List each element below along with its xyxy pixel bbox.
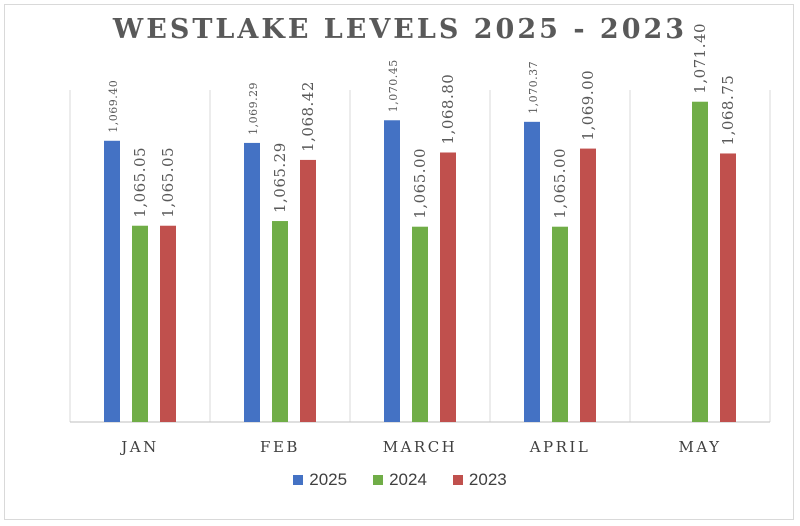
legend-item-2025: 2025 [293, 470, 347, 490]
data-label: 1,068.75 [719, 75, 737, 146]
data-label: 1,069.40 [107, 80, 120, 133]
bar-2023-may [720, 153, 736, 422]
legend-label-2025: 2025 [309, 470, 348, 489]
bar-2023-april [580, 148, 596, 422]
data-label: 1,070.45 [387, 59, 400, 112]
bar-2023-feb [300, 159, 316, 423]
bar-2024-april [552, 226, 568, 422]
data-label: 1,065.05 [131, 147, 149, 218]
legend-label-2024: 2024 [389, 470, 427, 489]
bar-2024-may [692, 101, 708, 422]
data-label: 1,068.80 [439, 74, 457, 145]
bar-2023-jan [160, 225, 176, 422]
data-label: 1,069.29 [247, 82, 260, 135]
data-label: 1,070.37 [527, 61, 540, 114]
bar-2024-feb [272, 221, 288, 422]
bar-2024-march [412, 226, 428, 422]
bar-2024-jan [132, 225, 148, 422]
data-label: 1,068.42 [299, 81, 317, 152]
legend: 2025 2024 2023 [0, 470, 800, 490]
legend-label-2023: 2023 [468, 470, 507, 489]
bar-2025-feb [244, 142, 260, 422]
data-label: 1,069.00 [579, 70, 597, 141]
data-label: 1,065.29 [271, 142, 289, 213]
bar-2025-jan [104, 140, 120, 422]
bar-2025-march [384, 120, 400, 422]
x-tick-label: FEB [260, 438, 300, 456]
x-tick-label: MARCH [383, 438, 458, 456]
x-tick-label: APRIL [529, 438, 591, 456]
legend-swatch-2025 [293, 475, 304, 485]
legend-item-2023: 2023 [452, 470, 507, 490]
data-label: 1,065.00 [411, 148, 429, 219]
legend-item-2024: 2024 [373, 470, 427, 490]
x-tick-label: MAY [679, 438, 722, 456]
chart-title: WESTLAKE LEVELS 2025 - 2023 [112, 14, 688, 45]
legend-swatch-2024 [373, 475, 384, 485]
data-label: 1,065.05 [159, 147, 177, 218]
x-tick-label: JAN [119, 438, 158, 456]
bar-2025-april [524, 121, 540, 422]
legend-swatch-2023 [452, 475, 463, 485]
data-label: 1,065.00 [551, 148, 569, 219]
data-label: 1,071.40 [691, 23, 709, 94]
bar-2023-march [440, 152, 456, 422]
